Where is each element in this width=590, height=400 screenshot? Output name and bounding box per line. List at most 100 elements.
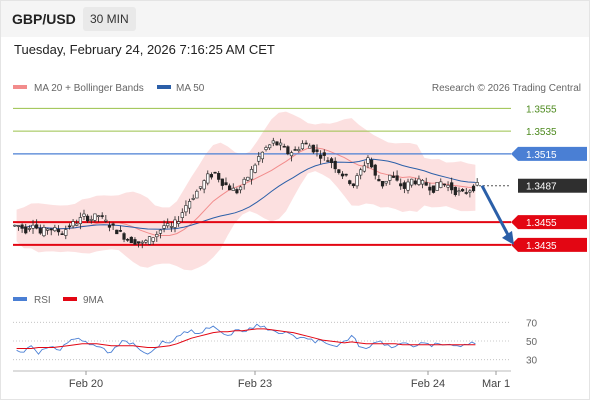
candle-body <box>406 181 410 191</box>
candle-body <box>126 239 130 241</box>
candle-body <box>446 184 450 188</box>
candle-body <box>351 183 355 187</box>
candle-body <box>42 227 46 237</box>
candle-body <box>344 173 348 176</box>
candle-body <box>238 186 243 191</box>
candle-body <box>202 180 206 190</box>
candle-body <box>435 182 439 191</box>
candle-body <box>191 198 195 200</box>
candle-body <box>100 215 104 217</box>
candle-body <box>348 180 352 184</box>
candle-body <box>89 219 93 221</box>
candle-body <box>410 178 414 186</box>
candle-body <box>198 186 203 189</box>
rsi-tick-label-50: 50 <box>526 337 538 348</box>
candle-body <box>304 142 308 145</box>
bollinger-bands <box>16 111 476 271</box>
candle-body <box>420 180 425 185</box>
candle-body <box>428 186 432 191</box>
candle-body <box>82 213 86 217</box>
candle-body <box>147 236 152 245</box>
legend-swatch-ma20 <box>13 85 27 89</box>
candle-body <box>391 175 396 178</box>
legend-ma50-label: MA 50 <box>176 83 205 94</box>
candle-body <box>86 215 90 222</box>
candle-body <box>271 140 275 144</box>
candle-body <box>311 144 315 153</box>
candle-body <box>195 190 199 199</box>
copyright-label: Research © 2026 Trading Central <box>432 83 581 94</box>
candle-body <box>187 201 192 209</box>
candle-body <box>268 144 272 149</box>
candle-body <box>377 179 381 182</box>
candle-body <box>35 224 39 229</box>
x-tick-label-2: Feb 24 <box>411 378 445 390</box>
candle-body <box>289 152 294 157</box>
candle-body <box>16 225 21 227</box>
candle-body <box>388 174 392 181</box>
resistance-badge-2 <box>511 146 587 161</box>
candle-body <box>293 149 297 151</box>
candle-body <box>275 141 279 146</box>
candle-body <box>424 182 428 186</box>
x-tick-label-1: Feb 23 <box>238 378 272 390</box>
candle-body <box>264 147 268 150</box>
candle-body <box>173 219 177 228</box>
candle-body <box>471 185 476 192</box>
rsi-tick-label-30: 30 <box>526 356 538 367</box>
candle-body <box>224 182 228 186</box>
support-badge-4 <box>511 215 587 230</box>
candle-body <box>413 180 417 185</box>
candle-body <box>260 151 264 160</box>
candle-body <box>246 176 250 181</box>
support-badge-5 <box>511 237 587 252</box>
rsi-line <box>16 323 476 355</box>
candle-body <box>13 224 17 227</box>
candle-body <box>144 240 148 243</box>
candle-body <box>104 219 108 222</box>
candle-body <box>75 223 79 226</box>
candle-body <box>384 180 388 184</box>
candle-body <box>297 149 301 152</box>
forecast-arrow-shaft <box>480 185 510 236</box>
candle-body <box>217 173 221 180</box>
candle-body <box>450 182 454 191</box>
candle-body <box>20 224 24 229</box>
candle-body <box>453 186 457 196</box>
candle-body <box>53 227 57 232</box>
candle-body <box>38 228 42 234</box>
candle-body <box>220 178 224 186</box>
candle-body <box>67 225 72 228</box>
candle-body <box>464 192 468 194</box>
candle-body <box>235 189 239 194</box>
x-axis: Feb 20 Feb 23 Feb 24 Mar 1 <box>13 370 511 390</box>
candle-body <box>242 178 246 185</box>
candle-body <box>209 174 214 178</box>
candle-body <box>24 226 28 234</box>
candle-body <box>417 178 421 185</box>
candle-body <box>180 212 184 218</box>
candle-body <box>359 169 363 176</box>
timeframe-button[interactable]: 30 MIN <box>83 7 136 31</box>
candle-body <box>257 156 261 162</box>
candle-body <box>31 224 35 229</box>
candle-body <box>329 158 334 164</box>
ma50-line <box>16 158 476 230</box>
candle-body <box>206 173 210 184</box>
candle-body <box>107 225 112 228</box>
candle-body <box>158 229 163 234</box>
rsi-panel: 70 50 30 <box>13 318 538 367</box>
support-label-5: 1.3435 <box>526 241 557 252</box>
rsi-tick-label-70: 70 <box>526 318 538 329</box>
x-tick-label-0: Feb 20 <box>69 378 103 390</box>
candle-body <box>366 157 370 164</box>
candle-body <box>439 181 443 188</box>
candle-body <box>402 182 406 189</box>
candle-body <box>380 181 385 187</box>
candle-body <box>461 189 465 192</box>
forecast-arrow <box>480 185 514 245</box>
candle-body <box>71 221 75 227</box>
moving-averages <box>16 147 476 236</box>
candle-body <box>300 143 305 150</box>
